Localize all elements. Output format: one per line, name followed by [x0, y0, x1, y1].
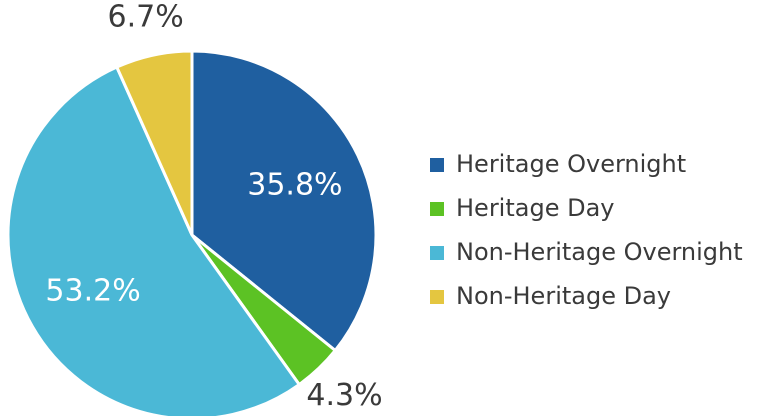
pie-slice — [114, 49, 194, 236]
legend-label: Non-Heritage Day — [456, 282, 671, 310]
legend-swatch — [430, 202, 444, 216]
slice-label: 4.3% — [306, 378, 382, 413]
legend-swatch — [430, 158, 444, 172]
legend-swatch — [430, 246, 444, 260]
legend-label: Heritage Day — [456, 194, 614, 222]
slice-label: 53.2% — [45, 273, 140, 308]
legend-label: Non-Heritage Overnight — [456, 238, 743, 266]
pie-slice — [190, 49, 378, 353]
legend-swatch — [430, 290, 444, 304]
slice-label: 35.8% — [247, 167, 342, 202]
pie-slice — [6, 65, 302, 416]
slice-label: 6.7% — [108, 0, 184, 34]
legend-label: Heritage Overnight — [456, 150, 686, 178]
